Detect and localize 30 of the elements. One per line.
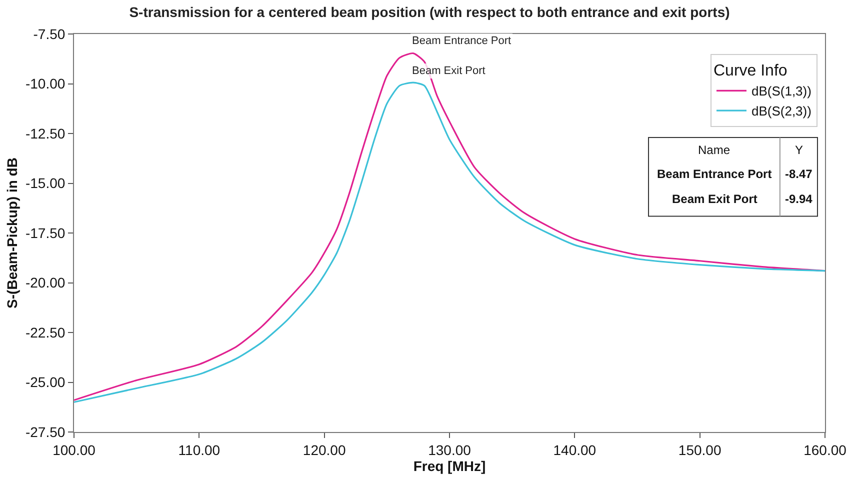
- annotation: Beam Exit Port: [412, 65, 486, 77]
- x-tick-label: 100.00: [52, 442, 96, 458]
- chart-title: S-transmission for a centered beam position (with respect to both entrance and exit ports): [129, 4, 730, 20]
- x-tick-label: 150.00: [678, 442, 722, 458]
- legend-label: dB(S(1,3)): [751, 84, 812, 99]
- y-tick-label: -15.00: [25, 175, 66, 192]
- legend-label: dB(S(2,3)): [751, 104, 812, 119]
- y-axis-title: S-(Beam-Pickup) in dB: [4, 158, 20, 308]
- x-tick-label: 130.00: [428, 442, 472, 458]
- legend-title: Curve Info: [713, 62, 788, 80]
- annotation: Name: [698, 143, 730, 157]
- y-tick-label: -27.50: [25, 424, 66, 440]
- y-tick-label: -17.50: [25, 224, 66, 241]
- annotation: -9.94: [785, 192, 813, 206]
- x-tick-label: 140.00: [553, 442, 596, 458]
- y-tick-label: -12.50: [25, 125, 66, 142]
- x-tick-label: 110.00: [178, 442, 220, 458]
- annotation: Beam Exit Port: [672, 192, 758, 206]
- annotation: Beam Entrance Port: [657, 167, 772, 181]
- annotation: -8.47: [785, 167, 813, 181]
- x-tick-label: 120.00: [302, 442, 346, 458]
- y-tick-label: -10.00: [25, 76, 66, 92]
- y-tick-label: -22.50: [25, 324, 66, 340]
- x-axis-title: Freq [MHz]: [413, 458, 486, 474]
- annotation: Y: [795, 143, 804, 157]
- annotation: Beam Entrance Port: [412, 35, 512, 47]
- y-tick-label: -20.00: [25, 274, 66, 291]
- y-tick-label: -7.50: [33, 26, 66, 42]
- x-tick-label: 160.00: [804, 442, 847, 458]
- y-tick-label: -25.00: [25, 374, 66, 390]
